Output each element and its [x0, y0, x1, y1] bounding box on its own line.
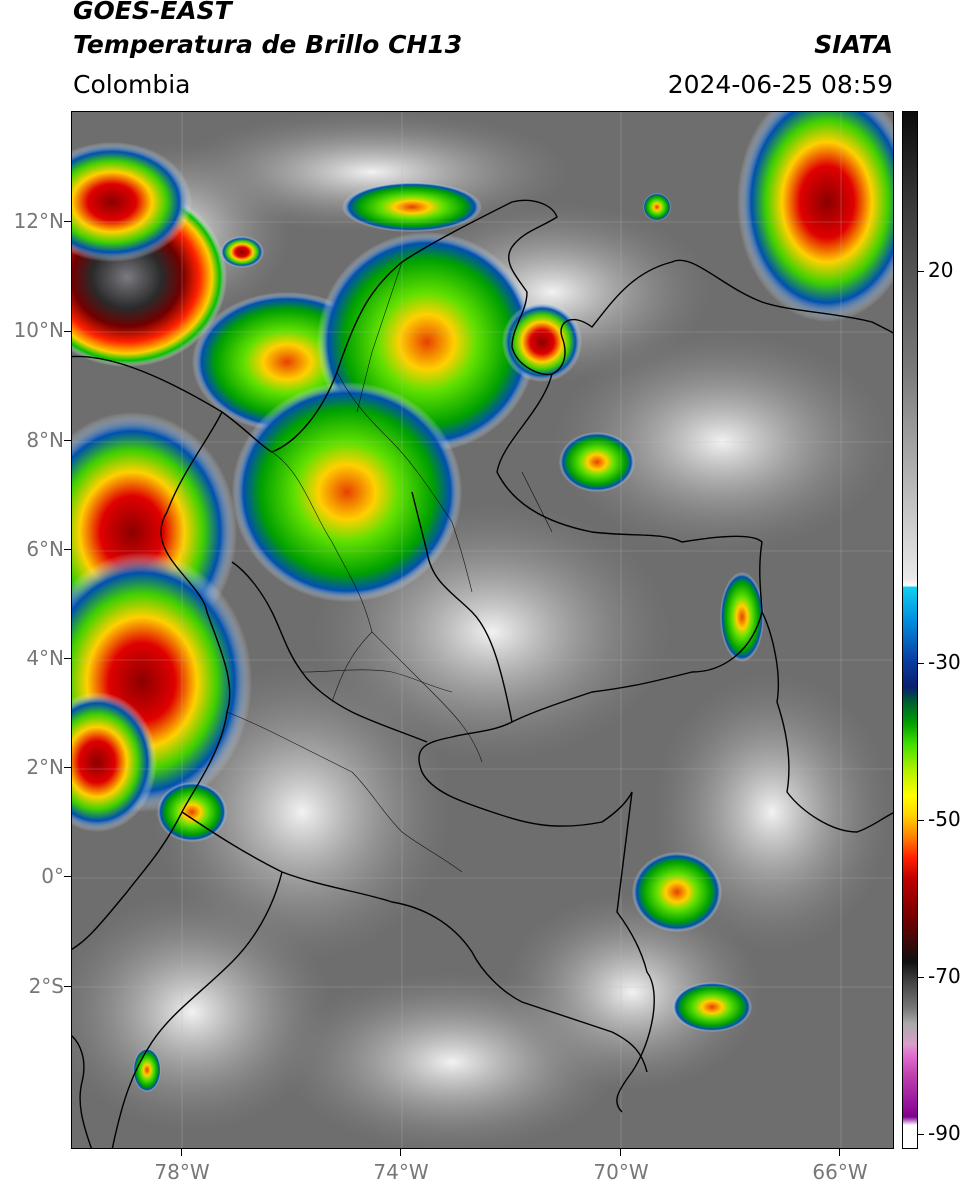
lat-tick-mark	[64, 767, 71, 768]
organization-label: SIATA	[814, 30, 893, 59]
lat-tick-mark	[64, 986, 71, 987]
lat-tick-mark	[64, 658, 71, 659]
lat-tick-label: 8°N	[26, 428, 64, 452]
lat-tick-mark	[64, 549, 71, 550]
lon-tick-label: 74°W	[373, 1160, 429, 1184]
region-label: Colombia	[73, 70, 191, 99]
lon-tick-mark	[400, 1149, 401, 1156]
lat-tick-label: 4°N	[26, 646, 64, 670]
satellite-title: GOES-EAST	[73, 0, 232, 25]
convective-systems	[72, 112, 893, 1092]
lon-tick-label: 70°W	[593, 1160, 649, 1184]
colorbar-label: -90	[928, 1121, 961, 1145]
satellite-map[interactable]	[71, 111, 894, 1149]
product-title: Temperatura de Brillo CH13	[73, 30, 463, 59]
lat-tick-label: 2°N	[26, 755, 64, 779]
lat-tick-mark	[64, 440, 71, 441]
lon-tick-mark	[620, 1149, 621, 1156]
colorbar-label: 20	[928, 258, 954, 282]
lat-tick-label: 10°N	[13, 318, 64, 342]
colorbar-tick	[918, 663, 924, 664]
colorbar-tick	[918, 1134, 924, 1135]
lat-tick-label: 0°	[41, 864, 64, 888]
colorbar-tick	[918, 820, 924, 821]
lon-tick-label: 78°W	[154, 1160, 210, 1184]
colorbar-tick	[918, 271, 924, 272]
lat-tick-label: 2°S	[28, 974, 64, 998]
lat-tick-mark	[64, 331, 71, 332]
department-borders	[226, 261, 553, 873]
colorbar-tick	[918, 977, 924, 978]
timestamp-label: 2024-06-25 08:59	[667, 70, 893, 99]
lat-tick-label: 6°N	[26, 537, 64, 561]
lon-tick-mark	[839, 1149, 840, 1156]
lon-tick-label: 66°W	[812, 1160, 868, 1184]
country-borders	[72, 199, 893, 1148]
graticule-lines	[72, 112, 893, 1148]
colorbar-label: -30	[928, 650, 961, 674]
colorbar-label: -70	[928, 964, 961, 988]
lon-tick-mark	[181, 1149, 182, 1156]
lat-tick-label: 12°N	[13, 209, 64, 233]
lat-tick-mark	[64, 221, 71, 222]
colorbar-label: -50	[928, 807, 961, 831]
temperature-colorbar	[902, 111, 918, 1149]
lat-tick-mark	[64, 876, 71, 877]
